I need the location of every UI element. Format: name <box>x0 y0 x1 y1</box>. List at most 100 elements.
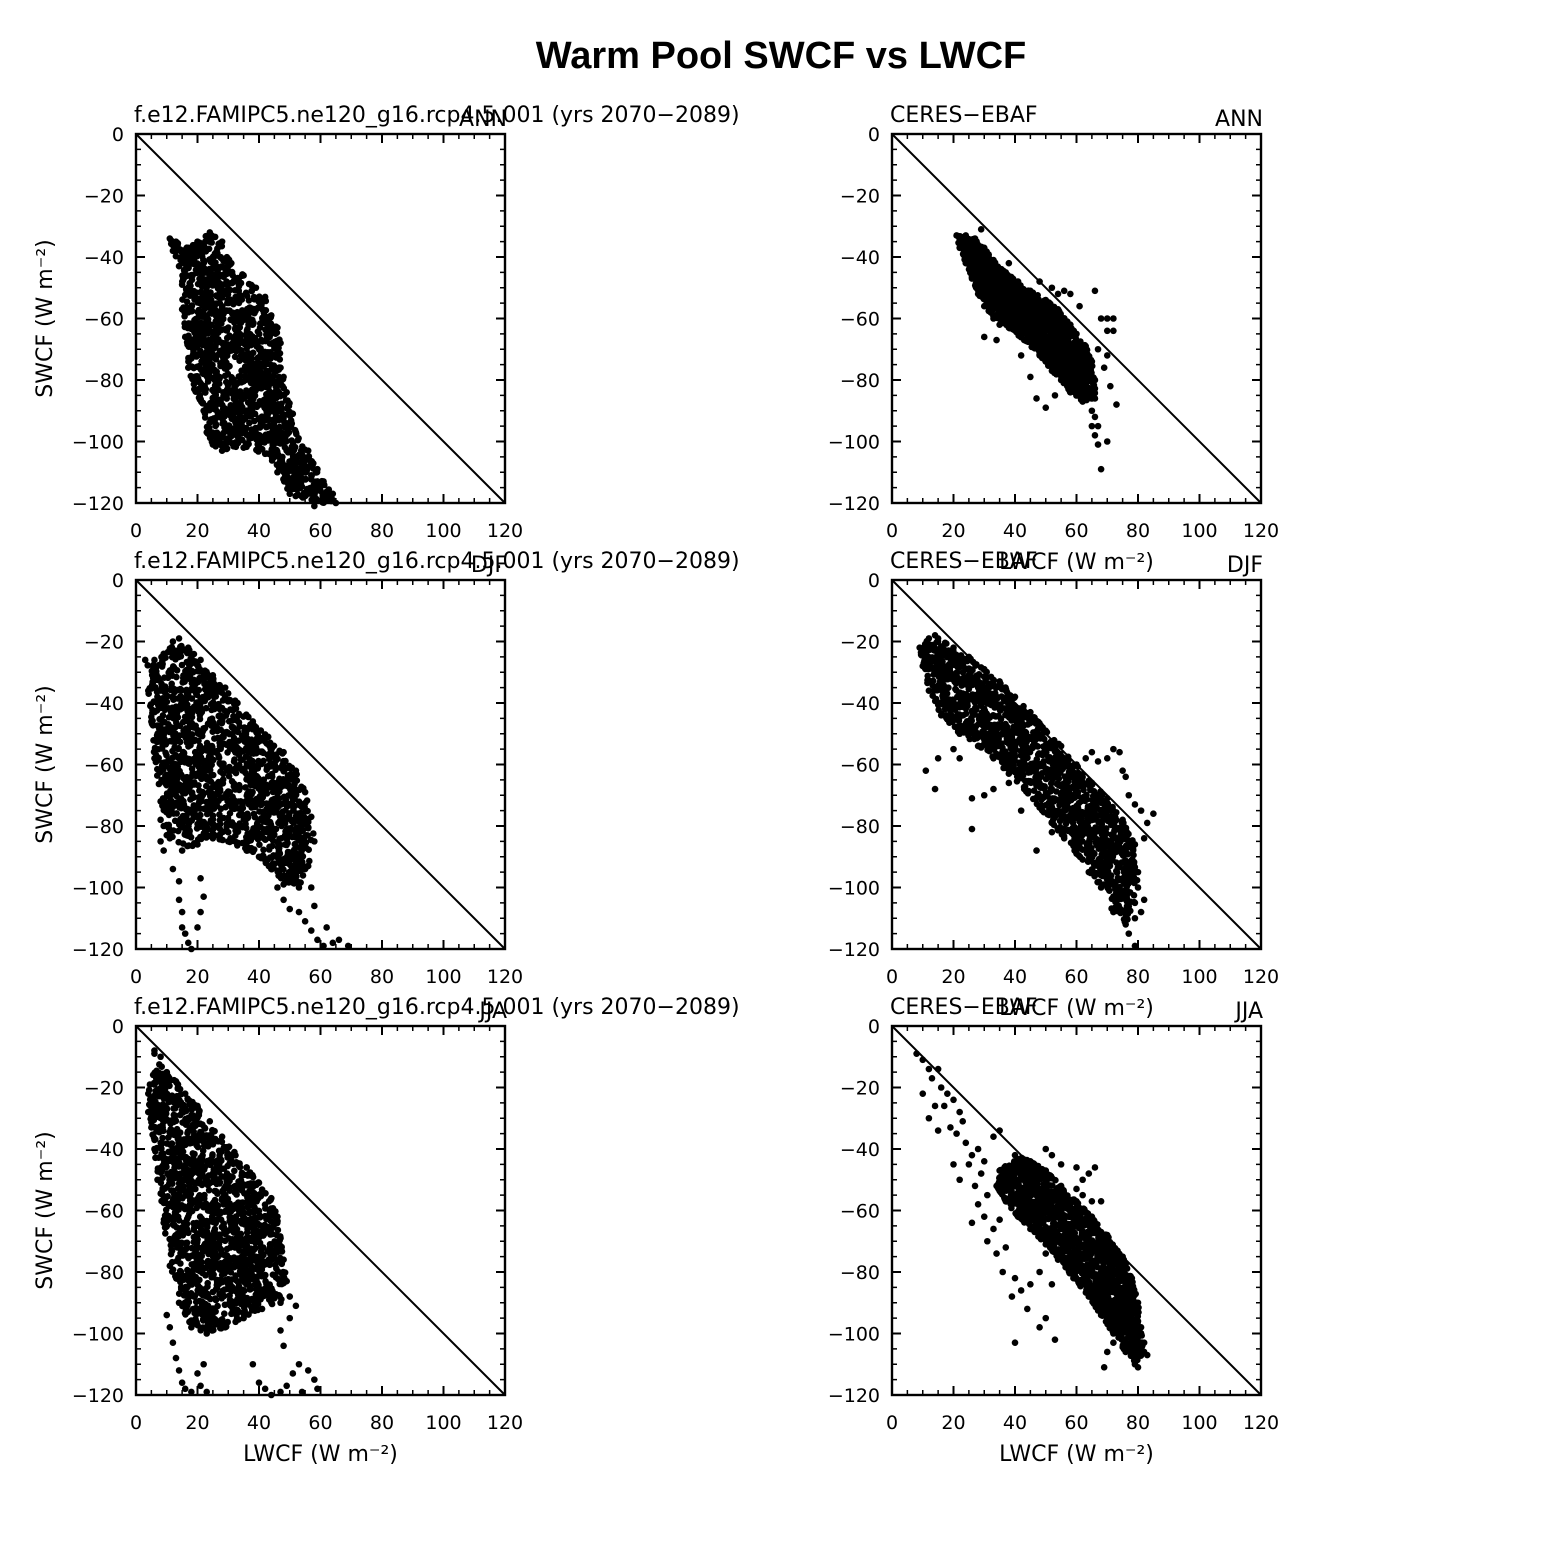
scatter-point <box>292 485 299 492</box>
scatter-point <box>286 399 293 407</box>
scatter-point <box>329 490 337 498</box>
scatter-point <box>241 738 249 745</box>
scatter-point <box>280 748 287 756</box>
scatter-point <box>224 291 232 298</box>
x-tick-label: 40 <box>247 520 271 542</box>
y-tick-label: −100 <box>828 432 880 454</box>
scatter-point <box>323 493 330 501</box>
scatter-point <box>178 847 186 854</box>
scatter-point <box>981 288 989 296</box>
scatter-point <box>266 807 273 815</box>
scatter-point <box>994 304 1001 312</box>
scatter-point <box>968 275 976 282</box>
scatter-point <box>169 247 177 255</box>
scatter-point <box>218 238 226 245</box>
scatter-point <box>245 393 253 400</box>
scatter-point <box>1017 352 1025 359</box>
scatter-point <box>981 260 988 267</box>
scatter-point <box>224 299 231 307</box>
scatter-point <box>223 392 230 400</box>
scatter-point <box>249 772 257 779</box>
scatter-point <box>280 373 287 381</box>
scatter-point <box>277 401 284 408</box>
scatter-point <box>178 661 186 669</box>
scatter-point <box>280 881 287 888</box>
scatter-point <box>1094 422 1102 430</box>
scatter-point <box>154 729 162 737</box>
y-tick-label: −60 <box>84 755 124 777</box>
scatter-point <box>294 436 302 444</box>
scatter-point <box>1051 392 1059 399</box>
scatter-point <box>243 292 251 300</box>
scatter-point <box>301 918 309 925</box>
scatter-point <box>290 446 298 454</box>
scatter-point <box>228 425 235 432</box>
scatter-point <box>1057 376 1065 384</box>
scatter-point <box>1067 290 1074 298</box>
scatter-point <box>217 760 224 768</box>
scatter-point <box>295 817 302 825</box>
scatter-point <box>1018 305 1025 313</box>
scatter-point <box>211 725 219 732</box>
scatter-point <box>190 812 198 819</box>
scatter-point <box>175 703 183 711</box>
scatter-point <box>271 338 278 346</box>
scatter-point <box>224 729 231 736</box>
scatter-point <box>206 719 213 726</box>
scatter-point <box>243 847 250 854</box>
scatter-point <box>226 788 234 796</box>
x-tick-label: 40 <box>1003 520 1027 542</box>
scatter-point <box>236 357 243 365</box>
scatter-point <box>199 400 206 407</box>
scatter-point <box>164 674 172 682</box>
scatter-point <box>1020 336 1028 344</box>
scatter-point <box>190 793 198 801</box>
scatter-point <box>1040 332 1048 340</box>
scatter-point <box>254 835 262 843</box>
scatter-point <box>185 755 193 763</box>
scatter-point <box>191 245 198 252</box>
scatter-point <box>228 259 235 267</box>
scatter-point <box>212 271 220 278</box>
scatter-point <box>163 792 171 800</box>
scatter-point <box>197 248 205 256</box>
scatter-point <box>253 795 261 803</box>
scatter-point <box>243 337 251 345</box>
scatter-point <box>1091 287 1099 295</box>
scatter-point <box>197 656 204 664</box>
scatter-point <box>183 826 191 833</box>
scatter-point <box>165 811 173 819</box>
scatter-point <box>215 778 222 786</box>
scatter-point <box>1085 388 1093 396</box>
scatter-point <box>235 404 242 412</box>
scatter-point <box>184 309 192 316</box>
scatter-point <box>209 835 217 842</box>
scatter-point <box>249 765 256 773</box>
scatter-point <box>224 838 232 845</box>
scatter-point <box>207 749 214 756</box>
scatter-point <box>1060 287 1068 295</box>
scatter-point <box>153 707 161 714</box>
scatter-point <box>199 791 207 799</box>
scatter-point <box>188 355 195 362</box>
scatter-point <box>190 364 198 372</box>
scatter-point <box>1097 465 1105 473</box>
y-tick-label: 0 <box>868 124 880 146</box>
scatter-point <box>1016 324 1023 331</box>
scatter-point <box>213 339 220 347</box>
scatter-point <box>335 936 343 944</box>
scatter-point <box>181 930 189 937</box>
scatter-point <box>277 856 284 863</box>
scatter-point <box>971 235 979 242</box>
scatter-point <box>217 253 225 261</box>
scatter-point <box>264 733 272 741</box>
scatter-point <box>281 418 288 426</box>
scatter-point <box>193 289 200 297</box>
scatter-point <box>194 238 201 245</box>
scatter-point <box>1027 373 1034 381</box>
scatter-point <box>1058 325 1065 333</box>
scatter-point <box>276 777 284 785</box>
scatter-point <box>231 353 239 361</box>
x-tick-label: 120 <box>1243 520 1279 542</box>
scatter-point <box>160 650 167 658</box>
